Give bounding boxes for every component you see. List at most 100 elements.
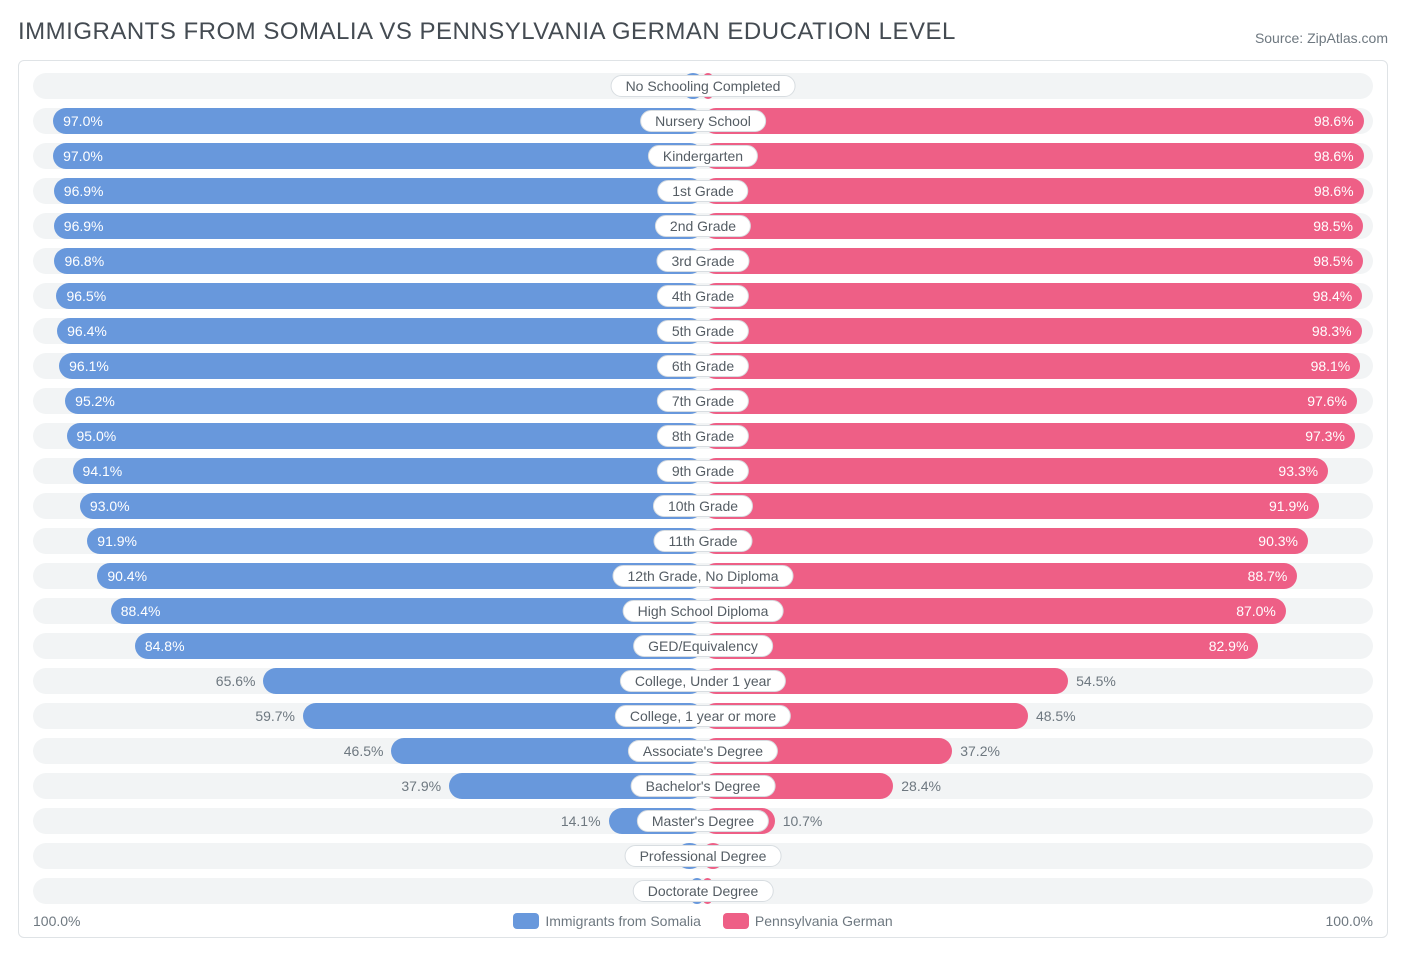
bar-left: 97.0% <box>53 143 703 169</box>
value-right: 97.6% <box>1307 388 1347 414</box>
value-left: 95.2% <box>75 388 115 414</box>
source-name: ZipAtlas.com <box>1307 30 1388 46</box>
axis-right-max: 100.0% <box>1326 913 1373 929</box>
legend-item-right: Pennsylvania German <box>723 913 893 929</box>
value-left: 96.5% <box>66 283 106 309</box>
bar-right: 91.9% <box>703 493 1319 519</box>
category-label: 10th Grade <box>653 495 753 517</box>
category-label: 2nd Grade <box>655 215 751 237</box>
category-label: 5th Grade <box>657 320 749 342</box>
bar-left: 96.9% <box>54 178 703 204</box>
value-right: 82.9% <box>1209 633 1249 659</box>
bar-right: 98.4% <box>703 283 1362 309</box>
chart-row: 96.9% 98.5% 2nd Grade <box>33 213 1373 239</box>
value-left: 96.1% <box>69 353 109 379</box>
bar-left: 97.0% <box>53 108 703 134</box>
chart-row: 96.8%98.5%3rd Grade <box>33 248 1373 274</box>
chart-row: 95.0% 97.3% 8th Grade <box>33 423 1373 449</box>
category-label: 8th Grade <box>657 425 749 447</box>
legend: Immigrants from Somalia Pennsylvania Ger… <box>513 913 892 929</box>
bar-right: 90.3% <box>703 528 1308 554</box>
chart-row: 97.0% 98.6% Nursery School <box>33 108 1373 134</box>
chart-row: 90.4% 88.7% 12th Grade, No Diploma <box>33 563 1373 589</box>
category-label: Doctorate Degree <box>633 880 774 902</box>
legend-swatch-left <box>513 913 539 929</box>
chart-row: 4.1%3.0%Professional Degree <box>33 843 1373 869</box>
legend-swatch-right <box>723 913 749 929</box>
chart-row: 84.8% 82.9% GED/Equivalency <box>33 633 1373 659</box>
bar-right: 98.3% <box>703 318 1362 344</box>
value-right: 98.3% <box>1312 318 1352 344</box>
value-left: 65.6% <box>216 668 256 694</box>
bar-left: 96.1% <box>59 353 703 379</box>
category-label: 12th Grade, No Diploma <box>613 565 794 587</box>
chart-row: 96.9% 98.6% 1st Grade <box>33 178 1373 204</box>
category-label: College, 1 year or more <box>615 705 791 727</box>
value-left: 46.5% <box>344 738 384 764</box>
value-right: 98.5% <box>1313 213 1353 239</box>
value-right: 10.7% <box>783 808 823 834</box>
category-label: Bachelor's Degree <box>631 775 776 797</box>
bar-left: 96.9% <box>54 213 703 239</box>
bar-right: 98.6% <box>703 143 1364 169</box>
source-label: Source: <box>1255 30 1303 46</box>
category-label: Master's Degree <box>637 810 769 832</box>
chart-row: 14.1% 10.7% Master's Degree <box>33 808 1373 834</box>
bar-left: 84.8% <box>135 633 703 659</box>
category-label: GED/Equivalency <box>633 635 773 657</box>
bar-left: 94.1% <box>73 458 703 484</box>
legend-label-right: Pennsylvania German <box>755 913 893 929</box>
chart-row: 88.4%87.0%High School Diploma <box>33 598 1373 624</box>
value-left: 90.4% <box>107 563 147 589</box>
category-label: Professional Degree <box>625 845 782 867</box>
value-right: 97.3% <box>1305 423 1345 449</box>
chart-row: 96.5%98.4%4th Grade <box>33 283 1373 309</box>
bar-right: 98.6% <box>703 178 1364 204</box>
bar-left: 96.4% <box>57 318 703 344</box>
bar-left: 95.0% <box>67 423 704 449</box>
value-left: 96.9% <box>64 213 104 239</box>
value-right: 98.6% <box>1314 178 1354 204</box>
bar-right: 98.5% <box>703 248 1363 274</box>
category-label: No Schooling Completed <box>611 75 796 97</box>
value-left: 91.9% <box>97 528 137 554</box>
bar-left: 96.5% <box>56 283 703 309</box>
value-left: 14.1% <box>561 808 601 834</box>
chart-row: 96.4% 98.3% 5th Grade <box>33 318 1373 344</box>
value-right: 98.4% <box>1313 283 1353 309</box>
chart-row: 97.0%98.6%Kindergarten <box>33 143 1373 169</box>
chart-row: 3.0%1.5%No Schooling Completed <box>33 73 1373 99</box>
value-left: 84.8% <box>145 633 185 659</box>
category-label: 7th Grade <box>657 390 749 412</box>
bar-right: 97.3% <box>703 423 1355 449</box>
category-label: Nursery School <box>640 110 766 132</box>
value-left: 88.4% <box>121 598 161 624</box>
legend-item-left: Immigrants from Somalia <box>513 913 701 929</box>
value-left: 59.7% <box>255 703 295 729</box>
chart-row: 37.9%28.4%Bachelor's Degree <box>33 773 1373 799</box>
bar-right: 97.6% <box>703 388 1357 414</box>
chart-row: 91.9% 90.3%11th Grade <box>33 528 1373 554</box>
value-left: 96.9% <box>64 178 104 204</box>
category-label: 1st Grade <box>657 180 748 202</box>
chart-row: 46.5%37.2%Associate's Degree <box>33 738 1373 764</box>
category-label: 11th Grade <box>653 530 752 552</box>
value-right: 48.5% <box>1036 703 1076 729</box>
category-label: Associate's Degree <box>628 740 778 762</box>
value-left: 97.0% <box>63 108 103 134</box>
value-right: 93.3% <box>1278 458 1318 484</box>
bar-left: 91.9% <box>87 528 703 554</box>
diverging-bar-chart: 3.0%1.5%No Schooling Completed 97.0% 98.6%… <box>18 60 1388 938</box>
chart-row: 65.6%54.5%College, Under 1 year <box>33 668 1373 694</box>
axis-left-max: 100.0% <box>33 913 80 929</box>
category-label: High School Diploma <box>623 600 784 622</box>
bar-right: 93.3% <box>703 458 1328 484</box>
value-right: 88.7% <box>1248 563 1288 589</box>
bar-right: 98.1% <box>703 353 1360 379</box>
value-left: 95.0% <box>77 423 117 449</box>
value-right: 98.6% <box>1314 108 1354 134</box>
chart-row: 94.1%93.3%9th Grade <box>33 458 1373 484</box>
value-left: 97.0% <box>63 143 103 169</box>
category-label: 6th Grade <box>657 355 749 377</box>
bar-right: 82.9% <box>703 633 1258 659</box>
